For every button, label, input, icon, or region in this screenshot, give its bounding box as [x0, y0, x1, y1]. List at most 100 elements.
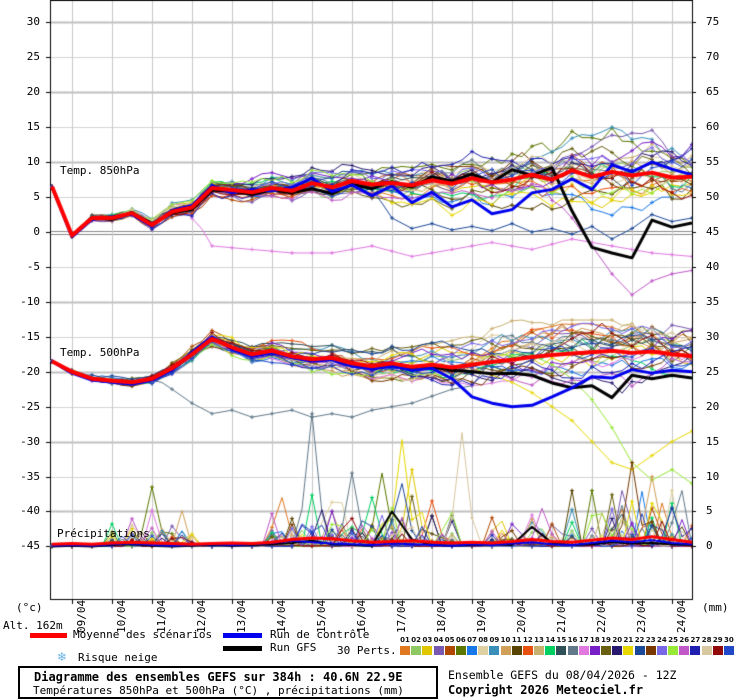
member-color-swatch [656, 646, 667, 655]
label-temp-850: Temp. 850hPa [60, 164, 140, 177]
member-number: 18 [590, 636, 600, 644]
member-number: 04 [433, 636, 444, 644]
member-number: 09 [489, 636, 500, 644]
y-axis-label-left: -5 [26, 259, 40, 273]
member-color-swatch [723, 646, 734, 655]
member-color-swatch [712, 646, 723, 655]
y-axis-label-left: 0 [33, 225, 40, 238]
y-axis-label-left: -25 [20, 399, 40, 413]
date-label: 13/04 [235, 599, 248, 633]
diagram-title: Diagramme des ensembles GEFS sur 384h : … [34, 670, 403, 684]
member-number: 12 [522, 636, 533, 644]
y-axis-label-right: 50 [706, 190, 720, 204]
date-label: 19/04 [475, 599, 488, 633]
y-axis-label-left: 30 [26, 15, 40, 29]
y-axis-label-left: -40 [20, 504, 40, 518]
y-axis-label-right: 15 [706, 434, 720, 448]
member-color-swatch [545, 646, 556, 655]
member-color-swatch [567, 646, 578, 655]
member-number: 16 [567, 636, 578, 644]
member-color-swatch [411, 646, 422, 655]
y-axis-label-left: -45 [20, 539, 40, 553]
legend-mean-label: Moyenne des scénarios [73, 628, 213, 641]
member-number: 07 [467, 636, 477, 644]
y-axis-label-left: -35 [20, 469, 40, 483]
member-color-swatch [589, 646, 600, 655]
y-axis-label-right: 75 [706, 15, 720, 29]
y-axis-label-right: 25 [706, 364, 720, 378]
member-color-swatch [668, 646, 679, 655]
member-number: 17 [578, 636, 589, 644]
member-color-swatch [433, 646, 444, 655]
unit-right-label: (mm) [702, 601, 729, 614]
y-axis-label-left: 10 [26, 155, 40, 169]
date-label: 18/04 [435, 599, 448, 633]
member-color-swatch [601, 646, 612, 655]
member-color-swatch [422, 646, 433, 655]
member-number: 03 [422, 636, 433, 644]
snowflake-icon: ❄ [57, 650, 68, 664]
member-number: 15 [556, 636, 567, 644]
copyright: Copyright 2026 Meteociel.fr [448, 683, 644, 697]
member-color-swatch [645, 646, 656, 655]
date-label: 17/04 [395, 599, 408, 633]
altitude-label: Alt. 162m [3, 619, 63, 632]
member-color-swatch [634, 646, 645, 655]
y-axis-label-left: -20 [20, 364, 40, 378]
y-axis-label-right: 0 [706, 539, 713, 553]
member-number: 08 [478, 636, 489, 644]
member-color-swatch [612, 646, 623, 655]
y-axis-label-right: 40 [706, 259, 720, 273]
legend-gfs-label: Run GFS [270, 641, 317, 654]
member-color-swatch [400, 646, 410, 655]
member-color-swatch [556, 646, 567, 655]
y-axis-label-right: 70 [706, 50, 720, 64]
member-number: 23 [645, 636, 656, 644]
date-label: 21/04 [555, 599, 568, 633]
member-number: 10 [500, 636, 511, 644]
member-number: 24 [657, 636, 667, 644]
y-axis-label-left: -10 [20, 294, 40, 308]
member-color-swatch [511, 646, 522, 655]
y-axis-label-right: 30 [706, 329, 720, 343]
date-label: 22/04 [595, 599, 608, 633]
y-axis-label-left: 25 [26, 50, 40, 64]
member-number: 02 [411, 636, 422, 644]
y-axis-label-right: 35 [706, 294, 720, 308]
run-info: Ensemble GEFS du 08/04/2026 - 12Z [448, 668, 677, 682]
y-axis-label-left: 20 [26, 85, 40, 99]
legend-control-label: Run de contrôle [270, 628, 370, 641]
member-number: 27 [690, 636, 701, 644]
member-number: 20 [612, 636, 623, 644]
unit-left-label: (°c) [16, 601, 43, 614]
y-axis-label-right: 55 [706, 155, 720, 169]
member-number: 14 [545, 636, 556, 644]
label-temp-500: Temp. 500hPa [60, 346, 140, 359]
member-number: 29 [712, 636, 723, 644]
member-color-swatch [500, 646, 511, 655]
member-number: 30 [724, 636, 734, 644]
member-color-swatch [690, 646, 701, 655]
member-color-swatch [522, 646, 533, 655]
member-number: 28 [701, 636, 712, 644]
diagram-info-box: Diagramme des ensembles GEFS sur 384h : … [18, 666, 438, 699]
gfs-line-swatch [223, 646, 262, 651]
member-color-swatch [578, 646, 589, 655]
member-color-swatch [679, 646, 690, 655]
y-axis-label-right: 10 [706, 469, 720, 483]
mean-line-swatch [30, 633, 67, 638]
member-number: 06 [455, 636, 466, 644]
y-axis-label-right: 5 [706, 504, 713, 518]
date-label: 24/04 [675, 599, 688, 633]
diagram-subtitle: Températures 850hPa et 500hPa (°C) , pré… [33, 684, 404, 697]
date-label: 23/04 [635, 599, 648, 633]
member-color-swatch [701, 646, 712, 655]
y-axis-label-left: -15 [20, 329, 40, 343]
y-axis-label-right: 45 [706, 225, 720, 238]
member-color-swatch [623, 646, 634, 655]
member-number: 19 [601, 636, 611, 644]
date-label: 20/04 [515, 599, 528, 633]
member-number: 25 [668, 636, 678, 644]
